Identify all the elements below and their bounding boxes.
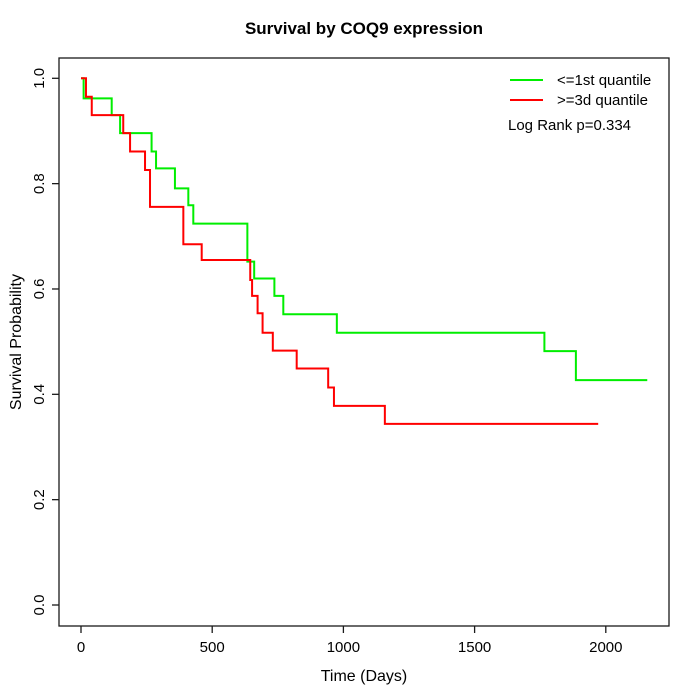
plot-box	[58, 57, 670, 627]
log-rank-pvalue: Log Rank p=0.334	[508, 117, 632, 134]
x-tick-label: 0	[77, 639, 85, 656]
x-tick-label: 1000	[327, 639, 360, 656]
y-axis-title-wrap: Survival Probability	[6, 58, 28, 626]
y-axis-title: Survival Probability	[8, 273, 25, 411]
legend-entry-high-expression: >=3d quantile	[510, 90, 651, 110]
legend-label: <=1st quantile	[557, 71, 652, 89]
x-axis-title: Time (Days)	[320, 668, 408, 685]
y-tick-label: 0.6	[31, 279, 48, 300]
y-tick-label: 0.0	[31, 595, 48, 616]
legend-line-green	[510, 79, 543, 81]
y-tick-label: 0.4	[31, 384, 48, 405]
page-title: Survival by COQ9 expression	[244, 19, 484, 38]
legend-label: >=3d quantile	[557, 91, 648, 109]
x-tick-label: 2000	[589, 639, 622, 656]
y-tick-label: 1.0	[31, 68, 48, 89]
legend-entry-low-expression: <=1st quantile	[510, 70, 651, 90]
y-tick-label: 0.2	[31, 489, 48, 510]
survival-curve-green	[81, 77, 648, 382]
x-tick-label: 500	[200, 639, 225, 656]
legend: <=1st quantile >=3d quantile	[510, 70, 651, 110]
x-tick-label: 1500	[458, 639, 491, 656]
survival-curve-red	[81, 77, 599, 425]
y-tick-label: 0.8	[31, 173, 48, 194]
legend-line-red	[510, 99, 543, 101]
